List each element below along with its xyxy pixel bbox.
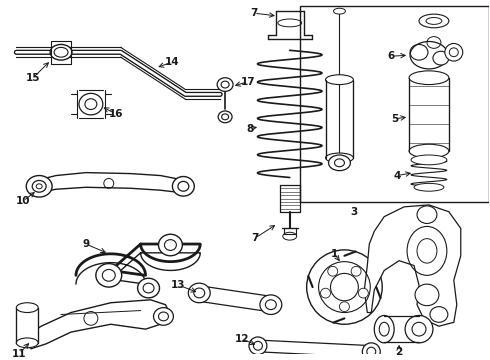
Ellipse shape	[36, 184, 42, 189]
Text: 12: 12	[235, 334, 249, 344]
Ellipse shape	[362, 343, 380, 360]
Ellipse shape	[138, 278, 159, 298]
Ellipse shape	[50, 44, 72, 60]
Ellipse shape	[260, 295, 282, 315]
Ellipse shape	[96, 264, 122, 287]
Bar	[325, 80, 353, 158]
Text: 13: 13	[171, 280, 186, 290]
Ellipse shape	[16, 338, 38, 348]
Ellipse shape	[374, 315, 394, 343]
Text: 15: 15	[26, 73, 41, 83]
Ellipse shape	[172, 176, 195, 196]
Circle shape	[340, 302, 349, 311]
Ellipse shape	[445, 44, 463, 61]
Ellipse shape	[405, 315, 433, 343]
Ellipse shape	[325, 153, 353, 163]
Ellipse shape	[411, 155, 447, 165]
Ellipse shape	[188, 283, 210, 303]
Ellipse shape	[16, 303, 38, 312]
Circle shape	[351, 266, 361, 276]
Ellipse shape	[430, 307, 448, 322]
Ellipse shape	[217, 78, 233, 91]
Circle shape	[358, 288, 368, 298]
Ellipse shape	[158, 234, 182, 256]
Circle shape	[320, 288, 330, 298]
Text: 5: 5	[392, 114, 399, 124]
Text: 10: 10	[16, 196, 30, 206]
Bar	[409, 78, 449, 151]
Ellipse shape	[409, 71, 449, 85]
Ellipse shape	[325, 75, 353, 85]
Text: 7: 7	[251, 233, 259, 243]
Ellipse shape	[417, 206, 437, 224]
Circle shape	[328, 266, 338, 276]
Polygon shape	[365, 205, 461, 326]
Ellipse shape	[415, 284, 439, 306]
Circle shape	[307, 250, 382, 324]
Ellipse shape	[328, 155, 350, 171]
Text: 17: 17	[241, 77, 255, 87]
Ellipse shape	[79, 93, 103, 115]
Ellipse shape	[153, 308, 173, 325]
Ellipse shape	[414, 183, 444, 191]
Text: 3: 3	[351, 207, 358, 217]
Bar	[16, 308, 38, 343]
Text: 1: 1	[331, 249, 338, 259]
Ellipse shape	[218, 111, 232, 123]
Text: 14: 14	[165, 57, 180, 67]
Ellipse shape	[409, 144, 449, 158]
Text: 6: 6	[388, 51, 395, 61]
Ellipse shape	[249, 337, 267, 355]
Text: 4: 4	[393, 171, 401, 181]
Ellipse shape	[334, 8, 345, 14]
Text: 11: 11	[12, 348, 26, 359]
Ellipse shape	[410, 41, 448, 69]
Text: 2: 2	[395, 347, 403, 357]
Ellipse shape	[419, 14, 449, 28]
Ellipse shape	[26, 176, 52, 197]
Bar	[300, 6, 489, 202]
Text: 7: 7	[250, 8, 258, 18]
Text: 9: 9	[82, 239, 90, 249]
Ellipse shape	[433, 51, 449, 65]
Text: 16: 16	[108, 109, 123, 119]
Polygon shape	[23, 300, 171, 349]
Text: 8: 8	[246, 123, 254, 134]
